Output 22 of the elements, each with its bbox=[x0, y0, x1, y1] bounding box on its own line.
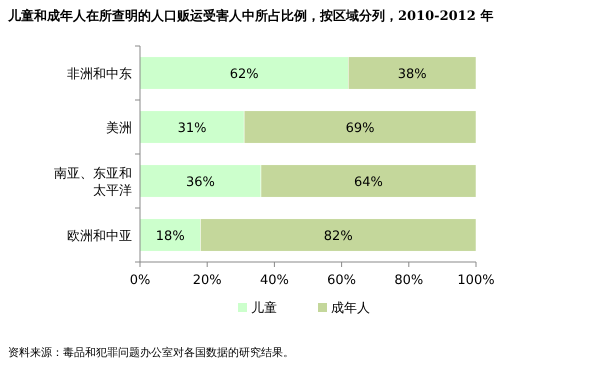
data-label: 18% bbox=[156, 229, 185, 244]
data-label: 82% bbox=[324, 229, 353, 244]
legend-label: 成年人 bbox=[331, 301, 370, 316]
data-label: 36% bbox=[186, 175, 215, 190]
chart-title: 儿童和成年人在所查明的人口贩运受害人中所占比例，按区域分列，2010-2012 年 bbox=[7, 8, 494, 24]
x-tick-label: 80% bbox=[394, 273, 424, 288]
data-label: 64% bbox=[354, 175, 383, 190]
data-label: 38% bbox=[398, 67, 427, 82]
x-tick-label: 20% bbox=[192, 273, 222, 288]
y-tick-label: 南亚、东亚和太平洋 bbox=[54, 166, 132, 198]
x-tick-label: 40% bbox=[260, 273, 289, 288]
data-label: 31% bbox=[178, 121, 207, 136]
text: 资料来源：毒品和犯罪问题办公室对各国数据的研究结果。 bbox=[8, 346, 294, 359]
x-tick-label: 60% bbox=[327, 273, 356, 288]
data-label: 62% bbox=[230, 67, 259, 82]
x-tick-label: 0% bbox=[130, 273, 150, 288]
y-tick-label: 非洲和中东 bbox=[67, 67, 132, 82]
legend-label: 儿童 bbox=[251, 300, 277, 316]
y-tick-label: 美洲 bbox=[106, 120, 132, 136]
x-tick-label: 100% bbox=[457, 273, 495, 288]
data-label: 69% bbox=[346, 121, 375, 136]
y-tick-label: 欧洲和中亚 bbox=[67, 229, 132, 244]
